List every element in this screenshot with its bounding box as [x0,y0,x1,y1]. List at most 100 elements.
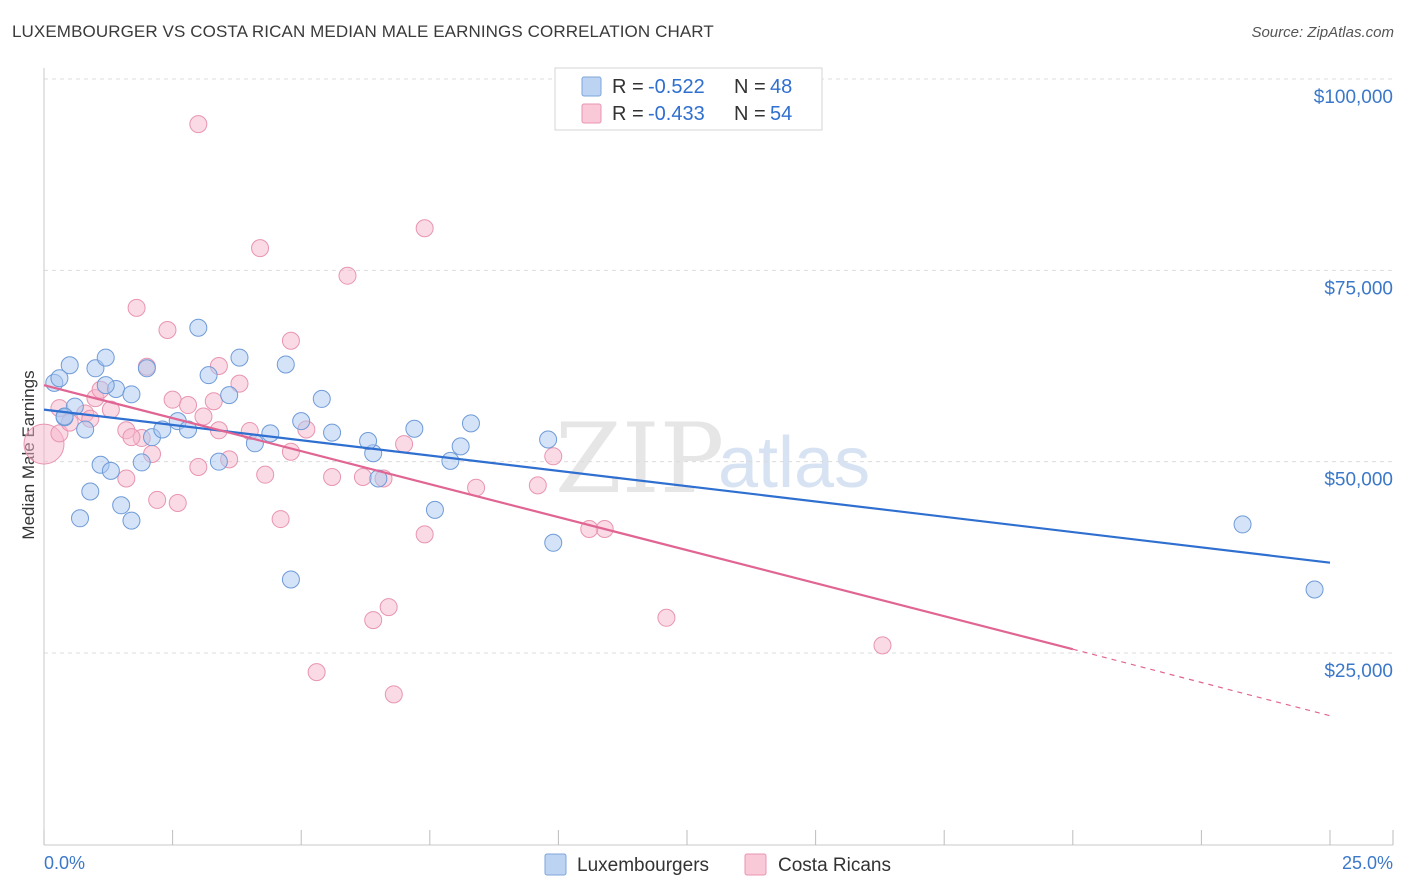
luxembourgers-point [1233,515,1252,534]
watermark: ZIP atlas [555,403,870,515]
luxembourgers-point [544,533,563,552]
luxembourgers-point [292,412,311,431]
costa-ricans-point [379,598,398,617]
watermark-atlas: atlas [718,423,870,503]
series-swatch-costa-ricans [744,853,767,876]
series-label-costa-ricans: Costa Ricans [778,855,891,876]
luxembourgers-trend-line [43,408,1331,564]
luxembourgers-point [1305,580,1324,599]
chart-title: LUXEMBOURGER VS COSTA RICAN MEDIAN MALE … [12,22,714,41]
costa-ricans-point [873,636,892,655]
costa-ricans-point [256,465,275,484]
trend-lines [43,384,1331,717]
y-tick-label: $75,000 [1324,278,1393,299]
y-tick-labels: $25,000 $50,000 $75,000 $100,000 [1314,87,1393,682]
costa-ricans-point [189,115,208,134]
luxembourgers-point [76,420,95,439]
luxembourgers-point [132,453,151,472]
luxembourgers-point [137,359,156,378]
luxembourgers-point [539,430,558,449]
series-legend: Luxembourgers Costa Ricans [544,853,891,876]
legend-r-value-1: -0.522 [648,76,705,98]
y-tick-label: $25,000 [1324,661,1393,682]
x-tick-label-min: 0.0% [44,853,85,873]
costa-ricans-point [281,442,300,461]
luxembourgers-point [112,496,131,515]
luxembourgers-point [276,355,295,374]
watermark-zip: ZIP [555,403,724,515]
luxembourgers-point [451,437,470,456]
legend-n-label-1: N = [734,76,766,98]
costa-ricans-point [338,266,357,285]
luxembourgers-point [461,414,480,433]
costa-ricans-point [179,396,198,415]
costa-ricans-points [23,115,892,704]
costa-ricans-point [271,510,290,529]
y-tick-label: $50,000 [1324,470,1393,491]
legend-r-value-2: -0.433 [648,103,705,125]
costa-ricans-point [122,428,141,447]
legend-n-value-2: 54 [770,103,792,125]
luxembourgers-point [96,376,115,395]
legend-swatch-pink [581,103,602,124]
costa-ricans-point [307,663,326,682]
legend-n-value-1: 48 [770,76,792,98]
luxembourgers-point [323,423,342,442]
costa-ricans-point [148,490,167,509]
costa-ricans-point [544,447,563,466]
luxembourgers-point [96,348,115,367]
costa-ricans-trend-extension [1072,648,1331,717]
costa-ricans-point [163,390,182,409]
luxembourgers-point [122,511,141,530]
costa-ricans-point [281,331,300,350]
luxembourgers-point [261,424,280,443]
costa-ricans-point [395,435,414,454]
costa-ricans-point [194,407,213,426]
luxembourgers-point [71,509,90,528]
luxembourgers-point [60,356,79,375]
costa-ricans-point [204,392,223,411]
costa-ricans-point [158,321,177,340]
luxembourgers-point [281,570,300,589]
series-label-luxembourgers: Luxembourgers [577,855,709,876]
legend-r-label-1: R = [612,76,644,98]
costa-ricans-point [415,219,434,238]
series-swatch-luxembourgers [544,853,567,876]
luxembourgers-point [199,366,218,385]
luxembourgers-point [209,452,228,471]
costa-ricans-point [117,469,136,488]
luxembourgers-point [359,432,378,451]
costa-ricans-point [189,458,208,477]
legend-n-label-2: N = [734,103,766,125]
costa-ricans-point [528,476,547,495]
costa-ricans-point [353,467,372,486]
luxembourgers-point [312,389,331,408]
costa-ricans-point [415,525,434,544]
luxembourgers-point [441,451,460,470]
x-ticks [43,830,1394,845]
x-tick-label-max: 25.0% [1342,853,1393,873]
costa-ricans-point [168,493,187,512]
costa-ricans-point [657,608,676,627]
luxembourgers-point [189,318,208,337]
costa-ricans-point [251,239,270,258]
luxembourgers-point [405,419,424,438]
costa-ricans-point [127,298,146,317]
costa-ricans-point [230,374,249,393]
correlation-legend: R = -0.522 N = 48 R = -0.433 N = 54 [554,67,823,131]
luxembourgers-point [230,348,249,367]
source-credit: Source: ZipAtlas.com [1251,24,1394,41]
costa-ricans-point [364,611,383,630]
luxembourgers-point [122,385,141,404]
luxembourgers-point [101,461,120,480]
gridlines [44,78,1393,654]
luxembourgers-point [50,369,69,388]
legend-swatch-blue [581,76,602,97]
luxembourgers-point [81,482,100,501]
costa-ricans-point [323,467,342,486]
luxembourgers-point [220,386,239,405]
luxembourgers-point [425,500,444,519]
costa-ricans-trend-line [43,384,1074,651]
legend-r-label-2: R = [612,103,644,125]
